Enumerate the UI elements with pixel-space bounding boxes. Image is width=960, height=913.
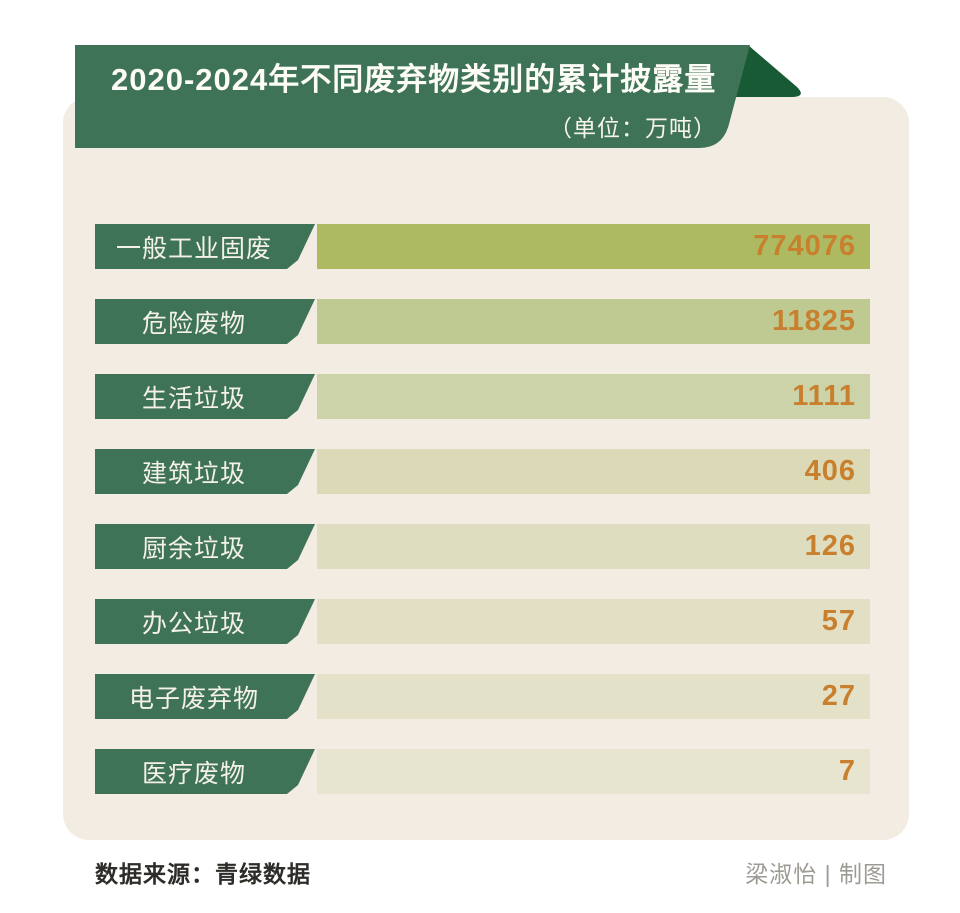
chart-row: 办公垃圾 57 xyxy=(95,599,870,644)
chart-row: 生活垃圾 1111 xyxy=(95,374,870,419)
value-label: 1111 xyxy=(792,380,856,412)
value-bar: 406 xyxy=(317,449,870,494)
value-label: 57 xyxy=(821,605,856,637)
value-label: 27 xyxy=(821,680,856,712)
value-bar: 7 xyxy=(317,749,870,794)
chart-row: 电子废弃物 27 xyxy=(95,674,870,719)
value-bar: 57 xyxy=(317,599,870,644)
value-label: 406 xyxy=(804,455,856,487)
chart-row: 厨余垃圾 126 xyxy=(95,524,870,569)
unit-label: （单位：万吨） xyxy=(549,115,717,141)
ribbon-banner-shape xyxy=(75,45,750,148)
page-title: 2020-2024年不同废弃物类别的累计披露量 xyxy=(111,62,717,97)
value-label: 7 xyxy=(838,755,856,787)
value-bar: 11825 xyxy=(317,299,870,344)
banner-text-block: 2020-2024年不同废弃物类别的累计披露量 （单位：万吨） xyxy=(111,54,717,143)
category-tag: 厨余垃圾 xyxy=(95,524,315,569)
chart-row: 医疗废物 7 xyxy=(95,749,870,794)
category-label: 医疗废物 xyxy=(141,759,246,788)
category-tag: 一般工业固废 xyxy=(95,224,315,269)
category-label: 办公垃圾 xyxy=(141,609,246,638)
value-bar: 774076 xyxy=(317,224,870,269)
category-label: 生活垃圾 xyxy=(141,384,246,413)
value-label: 11825 xyxy=(771,305,856,337)
category-tag: 危险废物 xyxy=(95,299,315,344)
chart-row: 建筑垃圾 406 xyxy=(95,449,870,494)
value-bar: 126 xyxy=(317,524,870,569)
value-label: 774076 xyxy=(753,230,856,262)
ribbon-fold-icon xyxy=(734,45,801,97)
value-label: 126 xyxy=(804,530,856,562)
value-bar: 1111 xyxy=(317,374,870,419)
category-tag: 办公垃圾 xyxy=(95,599,315,644)
category-tag: 医疗废物 xyxy=(95,749,315,794)
category-label: 电子废弃物 xyxy=(128,684,259,713)
category-label: 一般工业固废 xyxy=(115,234,272,263)
chart-row: 一般工业固废 774076 xyxy=(95,224,870,269)
value-bar: 27 xyxy=(317,674,870,719)
category-label: 建筑垃圾 xyxy=(141,459,246,488)
data-source-label: 数据来源：青绿数据 xyxy=(95,861,311,887)
category-label: 厨余垃圾 xyxy=(141,534,246,563)
category-tag: 电子废弃物 xyxy=(95,674,315,719)
category-label: 危险废物 xyxy=(141,309,246,338)
bar-chart-rows: 一般工业固废 774076 危险废物 11825 生活垃圾 1111 建筑垃圾 406 厨余垃圾… xyxy=(95,224,870,824)
category-tag: 建筑垃圾 xyxy=(95,449,315,494)
category-tag: 生活垃圾 xyxy=(95,374,315,419)
title-ribbon xyxy=(75,45,801,148)
credit-label: 梁淑怡 | 制图 xyxy=(745,861,887,887)
chart-row: 危险废物 11825 xyxy=(95,299,870,344)
